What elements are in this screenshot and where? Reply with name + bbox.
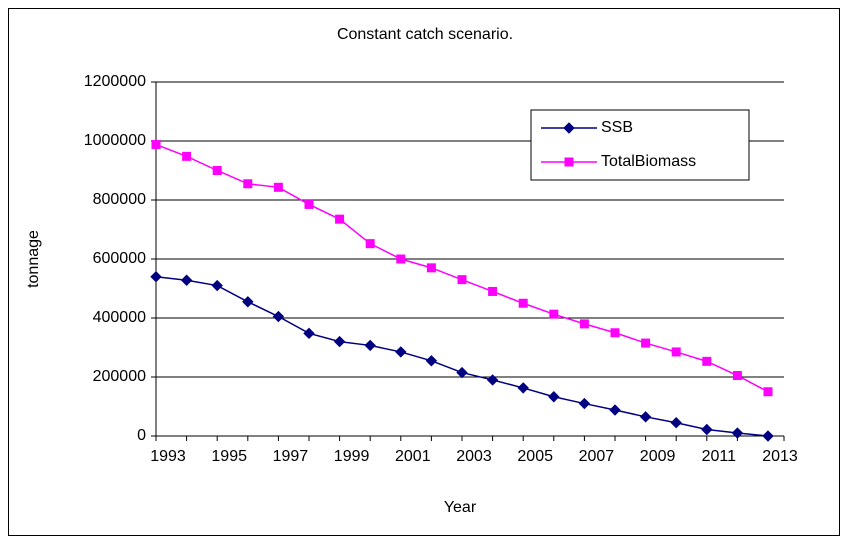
marker (365, 239, 375, 249)
y-tick-label: 400000 (93, 309, 146, 326)
chart-title: Constant catch scenario. (337, 26, 513, 43)
marker (732, 371, 742, 381)
legend-label: TotalBiomass (601, 153, 696, 170)
y-tick-label: 200000 (93, 368, 146, 385)
y-tick-label: 600000 (93, 250, 146, 267)
marker (182, 151, 192, 161)
x-tick-label: 1993 (150, 448, 186, 465)
marker (763, 387, 773, 397)
marker (702, 356, 712, 366)
x-tick-label: 2001 (395, 448, 431, 465)
legend-label: SSB (601, 119, 633, 136)
marker (610, 328, 620, 338)
marker (639, 411, 652, 423)
marker (395, 346, 407, 358)
y-tick-label: 1200000 (84, 73, 146, 90)
marker (303, 327, 315, 340)
y-tick-label: 1000000 (84, 132, 146, 149)
marker (563, 122, 575, 134)
x-tick-label: 2003 (456, 448, 492, 465)
marker (671, 347, 681, 357)
marker (609, 404, 621, 416)
marker (212, 166, 222, 175)
marker (548, 391, 560, 403)
marker (396, 254, 406, 264)
y-tick-label: 0 (137, 427, 146, 444)
y-tick-label: 800000 (93, 191, 146, 208)
marker (518, 298, 528, 308)
marker (333, 335, 346, 348)
marker (180, 274, 193, 286)
marker (304, 199, 314, 209)
marker (762, 430, 774, 442)
marker (211, 279, 223, 292)
x-tick-label: 1999 (334, 448, 370, 465)
x-axis-label: Year (444, 499, 477, 516)
x-tick-label: 2005 (517, 448, 553, 465)
y-axis-label: tonnage (25, 230, 42, 288)
marker (670, 417, 682, 429)
marker (701, 423, 713, 436)
marker (517, 382, 529, 394)
marker (243, 179, 253, 189)
marker (456, 366, 468, 379)
marker (425, 355, 438, 367)
marker (364, 339, 376, 352)
marker (272, 310, 285, 323)
marker (641, 338, 651, 348)
x-tick-label: 2013 (762, 448, 798, 465)
marker (564, 157, 574, 167)
marker (150, 270, 162, 283)
marker (242, 296, 254, 308)
marker (488, 286, 498, 296)
marker (578, 397, 591, 410)
x-tick-label: 2007 (579, 448, 615, 465)
marker (549, 309, 559, 319)
marker (335, 214, 345, 224)
x-tick-label: 1997 (273, 448, 309, 465)
marker (273, 182, 283, 192)
chart-frame (8, 8, 840, 536)
marker (486, 374, 499, 386)
marker (457, 275, 467, 285)
legend-box (530, 109, 750, 181)
x-tick-label: 1995 (211, 448, 247, 465)
marker (151, 140, 161, 150)
x-tick-label: 2009 (640, 448, 676, 465)
marker (731, 427, 744, 439)
marker (579, 319, 589, 329)
marker (426, 263, 436, 273)
x-tick-label: 2011 (702, 448, 737, 465)
